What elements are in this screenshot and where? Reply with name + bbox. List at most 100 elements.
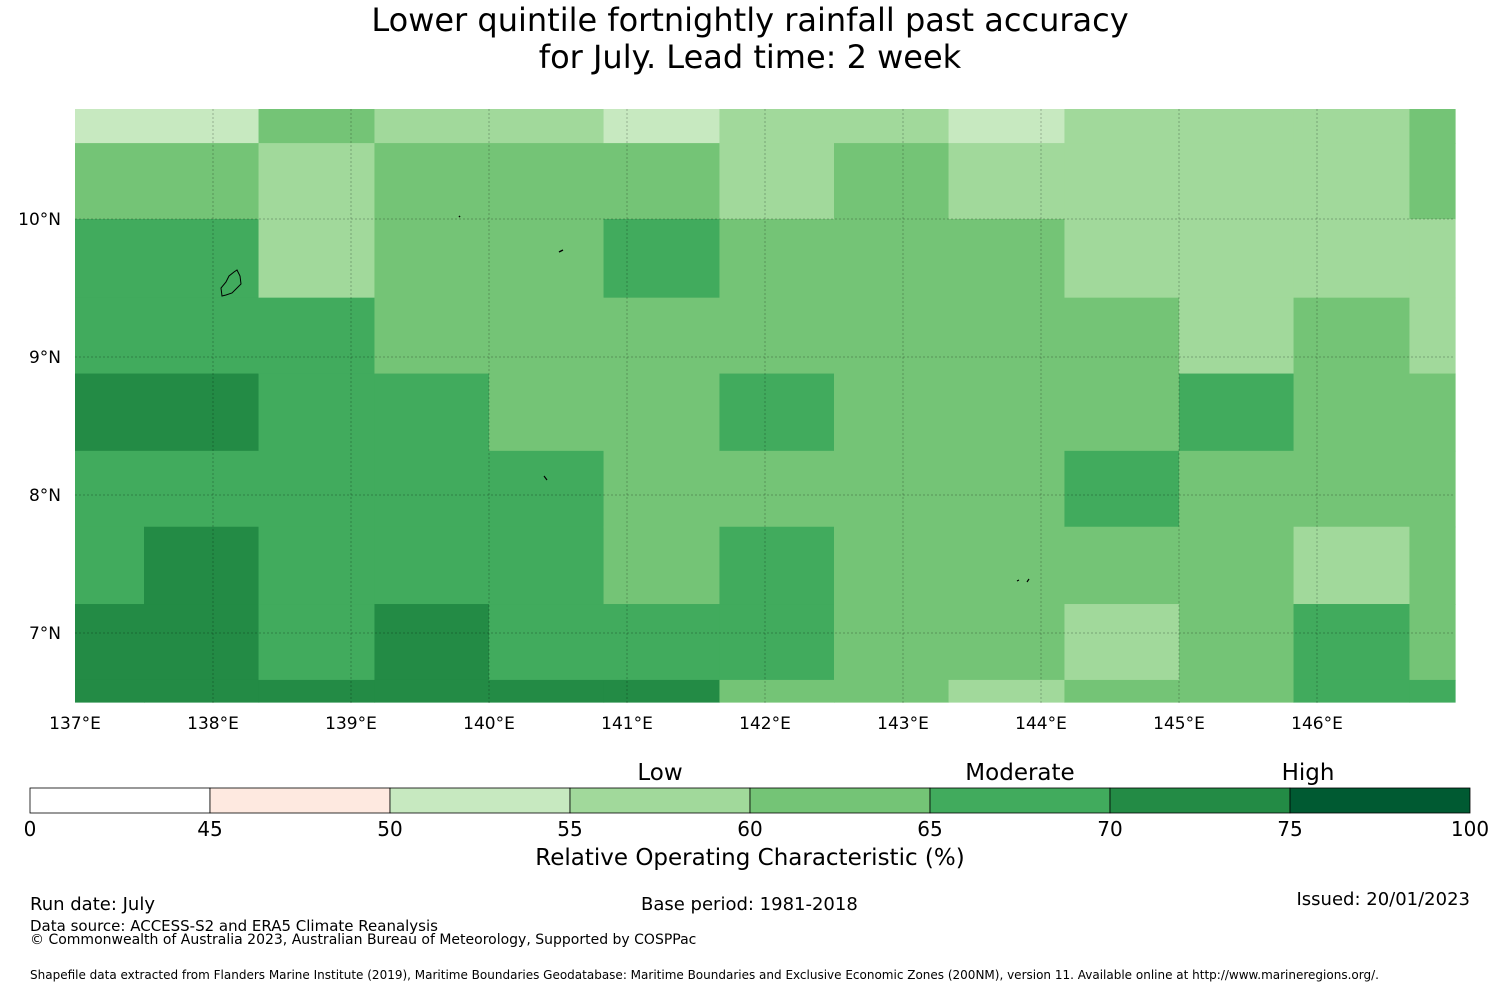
colorbar-segment: [1289, 787, 1471, 814]
map-cell: [603, 219, 721, 299]
colorbar-tick: 45: [197, 817, 223, 841]
longitude-label: 143°E: [877, 714, 929, 734]
map-cell: [1293, 297, 1411, 375]
map-cell: [75, 219, 145, 299]
map-cell: [1293, 679, 1411, 703]
longitude-label: 144°E: [1015, 714, 1067, 734]
category-label: Low: [637, 760, 683, 786]
island-outline: [220, 269, 242, 297]
latitude-labels: 10°N 9°N 8°N 7°N: [18, 210, 61, 644]
map-cell: [144, 219, 260, 299]
colorbar-segment: [749, 787, 931, 814]
map-cell: [834, 297, 950, 375]
colorbar-segment: [569, 787, 751, 814]
longitude-label: 137°E: [49, 714, 101, 734]
map-cell: [719, 526, 835, 605]
map-cell: [603, 679, 721, 703]
map-cell: [75, 143, 145, 220]
map-cell: [1293, 143, 1411, 220]
map-cell: [1409, 219, 1456, 299]
map-cell: [834, 526, 950, 605]
map-cell: [258, 526, 376, 605]
map-cell: [948, 297, 1066, 375]
map-cell: [258, 604, 376, 681]
map-cell: [144, 526, 260, 605]
map-cell: [719, 297, 835, 375]
map-cell: [75, 526, 145, 605]
island-outline: [1026, 578, 1030, 583]
map-cell: [948, 109, 1066, 144]
map-cell: [1409, 526, 1456, 605]
category-label: High: [1281, 760, 1335, 786]
map-cell: [719, 604, 835, 681]
map-cell: [374, 679, 490, 703]
map-cell: [144, 109, 260, 144]
map-cell: [489, 450, 605, 528]
map-cell: [374, 526, 490, 605]
map-cell: [374, 297, 490, 375]
map-cell: [1179, 143, 1295, 220]
map-cell: [948, 373, 1066, 452]
map-cell: [719, 219, 835, 299]
map-cell: [719, 373, 835, 452]
colorbar-segment: [389, 787, 571, 814]
map-cell: [1293, 526, 1411, 605]
map-cell: [374, 109, 490, 144]
map-cell: [144, 297, 260, 375]
map-cell: [603, 604, 721, 681]
map-cell: [603, 297, 721, 375]
map-cell: [489, 373, 605, 452]
longitude-label: 140°E: [463, 714, 515, 734]
map-cell: [1409, 679, 1456, 703]
longitude-label: 142°E: [739, 714, 791, 734]
colorbar: [29, 787, 1471, 814]
island-outline: [1016, 579, 1020, 582]
map-cell: [144, 450, 260, 528]
map-cell: [75, 373, 145, 452]
run-date: Run date: July: [30, 894, 155, 915]
map-cell: [948, 526, 1066, 605]
shapefile-credit: Shapefile data extracted from Flanders M…: [30, 968, 1379, 982]
map-cell: [1064, 297, 1180, 375]
map-cell: [1179, 219, 1295, 299]
longitude-labels: 137°E 138°E 139°E 140°E 141°E 142°E 143°E 144°E…: [49, 714, 1343, 734]
colorbar-tick: 0: [23, 817, 37, 841]
map-cell: [834, 219, 950, 299]
colorbar-tick: 100: [1450, 817, 1490, 841]
map-cell: [75, 297, 145, 375]
map-cell: [719, 679, 835, 703]
map-cell: [75, 109, 145, 144]
map-cell: [603, 373, 721, 452]
island-outline: [458, 215, 461, 218]
map-cell: [1064, 679, 1180, 703]
latitude-label: 7°N: [29, 624, 61, 644]
map-cell: [1293, 109, 1411, 144]
latitude-label: 9°N: [29, 348, 61, 368]
colorbar-segment: [929, 787, 1111, 814]
map-cell: [489, 604, 605, 681]
map-cell: [1064, 604, 1180, 681]
map-cell: [489, 297, 605, 375]
map-cell: [834, 373, 950, 452]
map-cell: [834, 604, 950, 681]
category-label: Moderate: [965, 760, 1075, 786]
island-outline: [558, 249, 564, 253]
map-cell: [603, 526, 721, 605]
issued-date: Issued: 20/01/2023: [1296, 889, 1470, 910]
colorbar-tick: 75: [1277, 817, 1303, 841]
colorbar-tick: 55: [557, 817, 583, 841]
map-cell: [144, 679, 260, 703]
colorbar-segment: [29, 787, 211, 814]
map-cell: [75, 679, 145, 703]
map-gridlines: [75, 109, 1455, 703]
colorbar-label: Relative Operating Characteristic (%): [535, 845, 965, 871]
map-cell: [948, 450, 1066, 528]
map-cell: [1409, 373, 1456, 452]
colorbar-tick: 60: [737, 817, 763, 841]
map-cell: [1179, 679, 1295, 703]
copyright: © Commonwealth of Australia 2023, Austra…: [30, 932, 697, 948]
map-cells: [75, 109, 1456, 703]
base-period: Base period: 1981-2018: [641, 894, 858, 915]
map-cell: [489, 143, 605, 220]
